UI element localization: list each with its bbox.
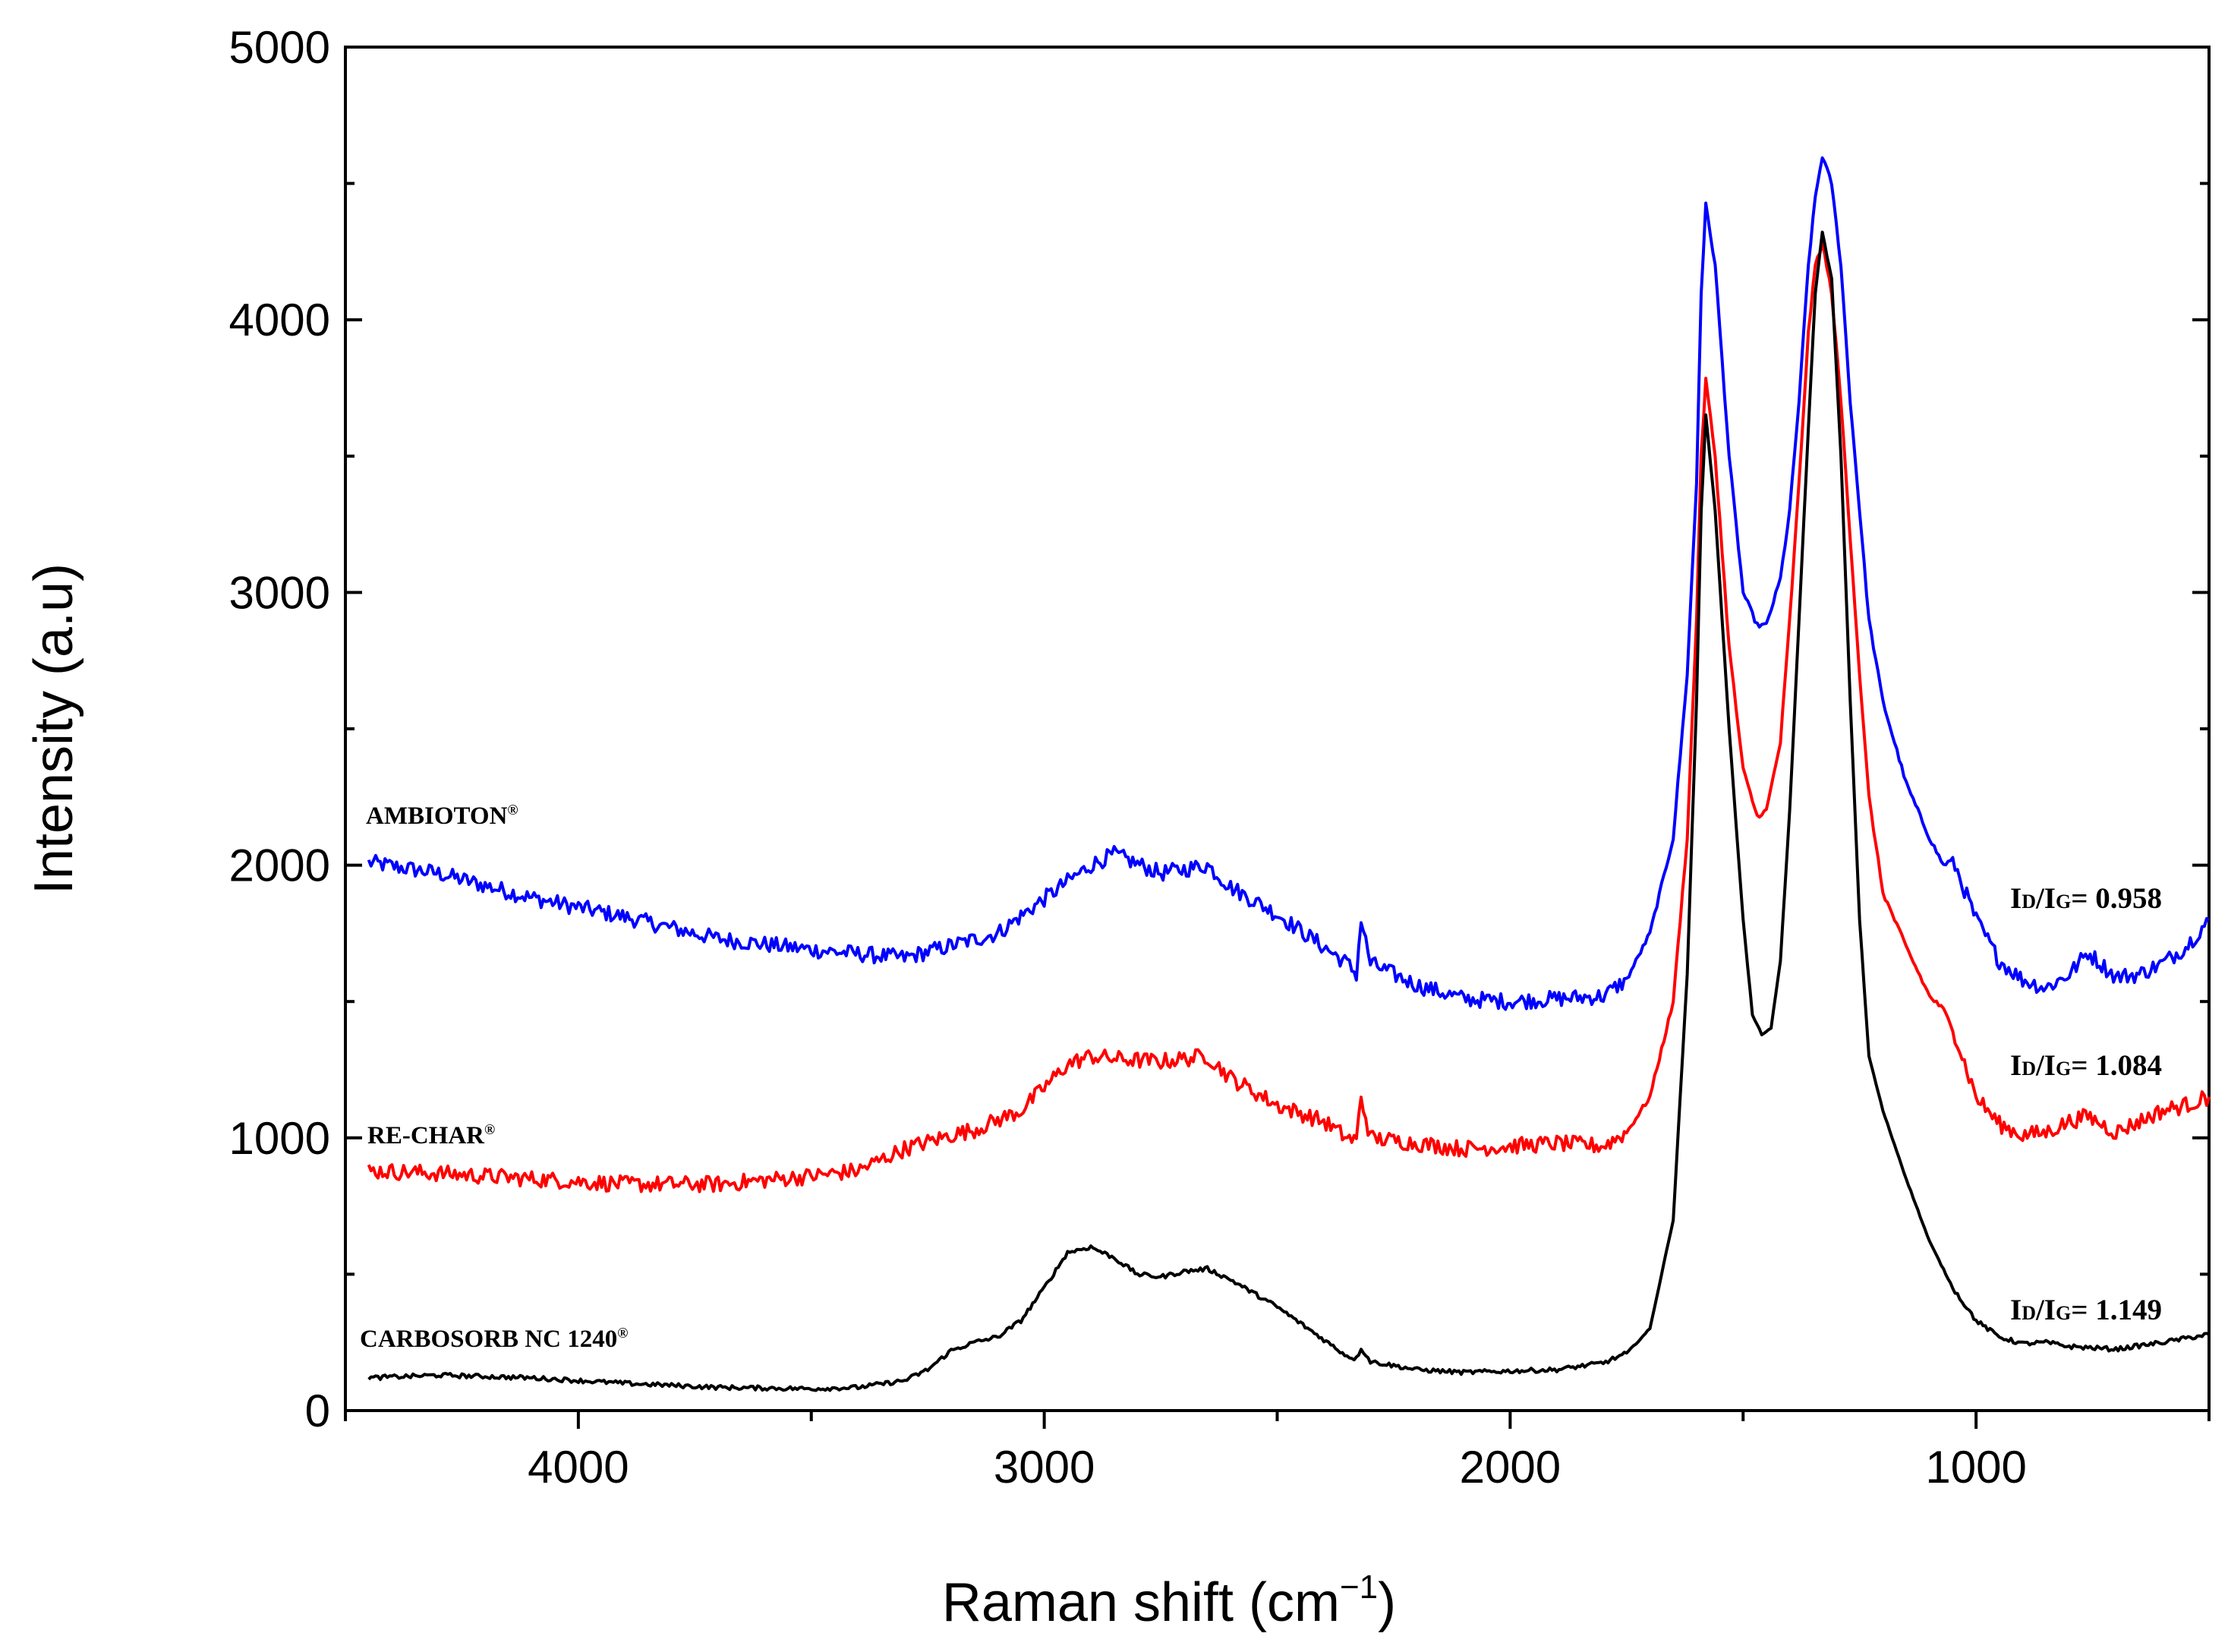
x-tick-label: 1000: [1925, 1442, 2026, 1493]
x-tick-label: 4000: [528, 1442, 629, 1493]
label-carbosorb: CARBOSORB NC 1240®: [360, 1326, 628, 1353]
series-line-ambioton: [367, 156, 2210, 1011]
plot-frame: [344, 46, 2211, 1412]
y-tick-label: 1000: [229, 1113, 330, 1164]
x-axis-ticks: 4000 3000 2000 1000: [344, 1411, 2211, 1493]
series-lines: [367, 156, 2211, 1392]
label-ambioton: AMBIOTON®: [366, 802, 518, 830]
y-tick-label: 0: [305, 1386, 330, 1436]
y-tick-label: 5000: [229, 22, 330, 73]
series-line-re-char: [367, 241, 2211, 1193]
x-axis-title: Raman shift (cm−1): [942, 1568, 1396, 1633]
y-axis-title: Intensity (a.u): [24, 563, 84, 894]
x-tick-label: 3000: [994, 1442, 1095, 1493]
y-tick-label: 2000: [229, 840, 330, 891]
y-tick-label: 3000: [229, 567, 330, 618]
y-axis-ticks: 0 1000 2000 3000 4000 5000: [229, 22, 2209, 1436]
label-re-char: RE-CHAR®: [367, 1122, 495, 1149]
plot-border: [344, 46, 2211, 1412]
ratio-label-re-char: ID/IG= 1.084: [2010, 1049, 2162, 1082]
ratio-label-carbosorb: ID/IG= 1.149: [2010, 1294, 2162, 1326]
x-tick-label: 2000: [1460, 1442, 1561, 1493]
y-tick-label: 4000: [229, 295, 330, 345]
series-line-carbosorb-nc-1240: [367, 230, 2210, 1392]
ratio-label-ambioton: ID/IG= 0.958: [2010, 882, 2162, 915]
